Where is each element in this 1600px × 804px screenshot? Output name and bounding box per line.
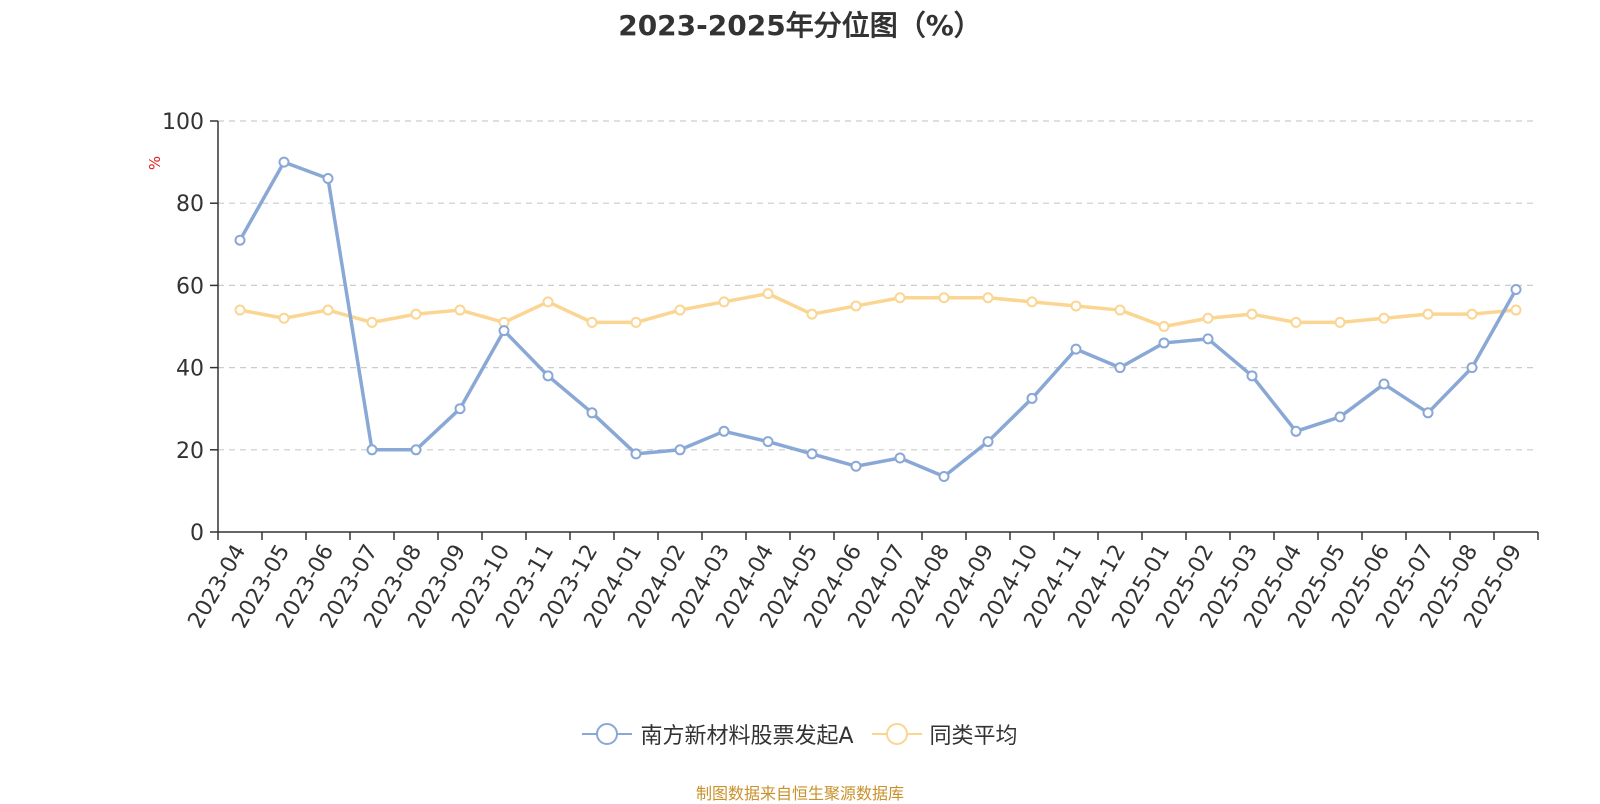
legend: 南方新材料股票发起A 同类平均 bbox=[0, 718, 1600, 750]
data-point bbox=[1158, 337, 1170, 349]
legend-item[interactable]: 南方新材料股票发起A bbox=[582, 718, 854, 750]
y-tick-label: 100 bbox=[162, 110, 204, 135]
data-point bbox=[894, 292, 906, 304]
data-point bbox=[850, 460, 862, 472]
data-point bbox=[1026, 392, 1038, 404]
data-point bbox=[366, 316, 378, 328]
data-point bbox=[718, 425, 730, 437]
data-point bbox=[410, 308, 422, 320]
data-point bbox=[1378, 312, 1390, 324]
data-point bbox=[410, 444, 422, 456]
data-point bbox=[1466, 308, 1478, 320]
legend-swatch-marker bbox=[885, 723, 908, 745]
data-point bbox=[850, 300, 862, 312]
legend-swatch bbox=[582, 723, 633, 745]
legend-label: 南方新材料股票发起A bbox=[640, 724, 854, 749]
chart-title: 2023-2025年分位图（%） bbox=[618, 9, 982, 42]
data-point bbox=[806, 448, 818, 460]
source-note: 制图数据来自恒生聚源数据库 bbox=[695, 784, 904, 803]
data-point bbox=[542, 296, 554, 308]
data-point bbox=[982, 292, 994, 304]
data-point bbox=[938, 292, 950, 304]
data-point bbox=[1246, 308, 1258, 320]
data-point bbox=[1158, 321, 1170, 332]
y-axis-label: % bbox=[146, 156, 164, 170]
data-point bbox=[542, 370, 554, 382]
data-point bbox=[322, 304, 334, 316]
data-point bbox=[1114, 304, 1126, 316]
data-point bbox=[366, 444, 378, 456]
data-point bbox=[1334, 411, 1346, 423]
data-point bbox=[938, 471, 950, 483]
legend-swatch bbox=[871, 723, 922, 745]
data-point bbox=[630, 316, 642, 328]
data-point bbox=[1202, 312, 1214, 324]
data-point bbox=[1466, 362, 1478, 374]
data-point bbox=[1290, 316, 1302, 328]
data-point bbox=[1290, 425, 1302, 437]
data-point bbox=[1422, 407, 1434, 419]
data-point bbox=[1510, 304, 1522, 316]
data-point bbox=[586, 407, 598, 419]
data-point bbox=[718, 296, 730, 308]
data-point bbox=[1246, 370, 1258, 382]
data-point bbox=[1070, 300, 1082, 312]
y-tick-label: 60 bbox=[176, 274, 204, 299]
data-point bbox=[1202, 333, 1214, 345]
data-point bbox=[278, 156, 290, 168]
data-point bbox=[982, 436, 994, 448]
series-line bbox=[238, 291, 1518, 329]
data-point bbox=[234, 234, 246, 246]
data-point bbox=[586, 316, 598, 328]
data-point bbox=[1114, 362, 1126, 374]
y-tick-label: 40 bbox=[176, 357, 204, 382]
data-point bbox=[454, 304, 466, 316]
series-line bbox=[238, 160, 1518, 479]
data-point bbox=[498, 325, 510, 337]
data-point bbox=[1510, 284, 1522, 296]
data-point bbox=[1070, 343, 1082, 355]
data-point bbox=[674, 304, 686, 316]
data-point bbox=[234, 304, 246, 316]
legend-label: 同类平均 bbox=[929, 724, 1018, 749]
data-point bbox=[1334, 316, 1346, 328]
data-point bbox=[1378, 378, 1390, 390]
legend-item[interactable]: 同类平均 bbox=[871, 718, 1018, 750]
data-point bbox=[674, 444, 686, 456]
data-point bbox=[630, 448, 642, 460]
data-point bbox=[454, 403, 466, 415]
data-point bbox=[762, 288, 774, 300]
data-point bbox=[1026, 296, 1038, 308]
legend-swatch-marker bbox=[596, 723, 619, 745]
data-point bbox=[806, 308, 818, 320]
y-tick-label: 0 bbox=[190, 521, 204, 546]
y-tick-label: 20 bbox=[176, 439, 204, 464]
data-point bbox=[278, 312, 290, 324]
data-point bbox=[894, 452, 906, 464]
data-point bbox=[322, 173, 334, 185]
data-point bbox=[762, 436, 774, 448]
data-point bbox=[1422, 308, 1434, 320]
y-tick-label: 80 bbox=[176, 192, 204, 217]
